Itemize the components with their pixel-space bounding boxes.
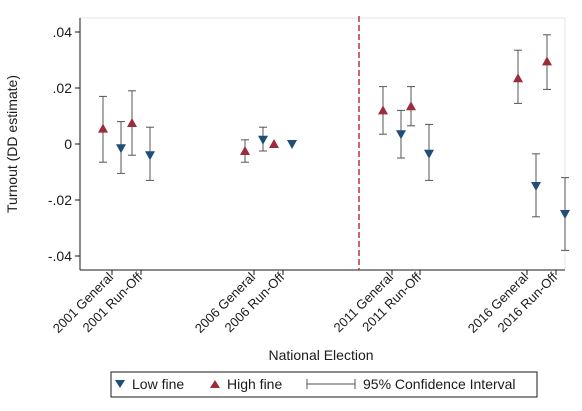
x-axis-label: National Election xyxy=(268,347,373,363)
high-fine-point xyxy=(513,73,523,83)
low-fine-point xyxy=(145,151,155,161)
y-tick-label: -.04 xyxy=(48,248,72,264)
legend-low-fine-label: Low fine xyxy=(132,376,184,392)
high-fine-point xyxy=(98,123,108,133)
low-fine-point xyxy=(116,144,126,154)
legend-high-fine-marker xyxy=(210,380,220,388)
high-fine-point xyxy=(406,101,416,111)
low-fine-point xyxy=(258,135,268,145)
high-fine-point xyxy=(127,118,137,127)
high-fine-point xyxy=(542,56,552,66)
legend-low-fine-marker xyxy=(115,380,125,388)
high-fine-point xyxy=(378,105,388,115)
low-fine-point xyxy=(287,140,297,149)
legend-ci-label: 95% Confidence Interval xyxy=(363,376,516,392)
y-axis-label: Turnout (DD estimate) xyxy=(4,75,20,213)
legend-high-fine-label: High fine xyxy=(227,376,282,392)
low-fine-point xyxy=(531,182,541,191)
y-tick-label: 0 xyxy=(64,136,72,152)
high-fine-point xyxy=(240,146,250,155)
legend-ci-marker xyxy=(306,379,356,389)
y-tick-label: -.02 xyxy=(48,192,72,208)
y-tick-label: .02 xyxy=(53,80,73,96)
y-tick-label: .04 xyxy=(53,24,73,40)
low-fine-point xyxy=(424,149,434,159)
low-fine-point xyxy=(560,210,570,219)
chart-marks xyxy=(98,34,570,251)
high-fine-point xyxy=(269,139,279,148)
plot-frame xyxy=(79,17,566,271)
legend: Low fine High fine 95% Confidence Interv… xyxy=(110,371,538,398)
low-fine-point xyxy=(396,130,406,140)
